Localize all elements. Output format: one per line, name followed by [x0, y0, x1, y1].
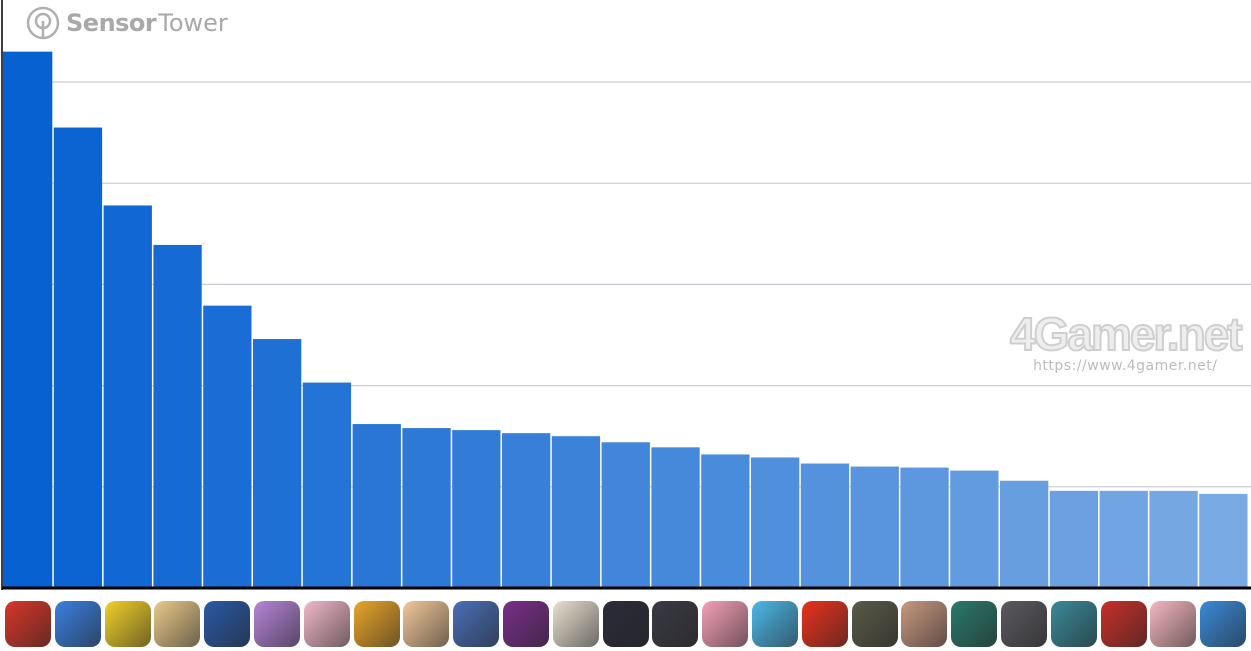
app-icon — [453, 601, 500, 647]
app-icon — [104, 601, 151, 647]
sensortower-logo: Sensor Tower — [26, 6, 228, 40]
app-icon — [652, 601, 699, 647]
bar — [1000, 480, 1049, 588]
bar — [601, 442, 650, 588]
app-icon — [752, 601, 798, 647]
bar — [701, 454, 750, 588]
bar — [103, 205, 152, 589]
bar — [900, 467, 949, 588]
app-icon — [602, 601, 649, 647]
bar — [153, 244, 202, 588]
logo-text-bold: Sensor — [66, 9, 157, 37]
app-icon — [353, 601, 400, 647]
bar — [253, 339, 302, 588]
bar — [1199, 493, 1248, 588]
bar — [751, 457, 800, 588]
app-icon — [901, 601, 948, 647]
bar — [203, 305, 252, 588]
app-icon — [951, 601, 998, 647]
app-icon — [403, 601, 450, 647]
app-icon — [1100, 601, 1147, 647]
logo-text-light: Tower — [158, 9, 228, 37]
bar — [1049, 490, 1099, 588]
bar — [3, 51, 53, 588]
bar — [452, 430, 501, 588]
sensortower-logo-icon — [26, 6, 60, 40]
app-icon — [1200, 601, 1247, 647]
bar — [53, 127, 103, 588]
watermark-url: https://www.4gamer.net/ — [1033, 358, 1218, 374]
app-icon — [702, 601, 749, 647]
bar — [850, 466, 899, 588]
bar — [1099, 490, 1148, 588]
app-icon — [801, 601, 848, 647]
bar — [950, 470, 999, 588]
bar — [651, 447, 700, 588]
bar — [302, 382, 352, 588]
app-icon — [851, 601, 898, 647]
bar — [800, 463, 850, 588]
app-icon — [552, 601, 599, 647]
watermark-text: 4Gamer.net — [1009, 308, 1244, 360]
app-icon — [254, 601, 300, 647]
app-icon — [154, 601, 201, 647]
bar-chart — [1, 0, 1251, 590]
app-icon — [303, 601, 350, 647]
app-icon — [1150, 601, 1197, 647]
app-icon — [5, 601, 51, 647]
bar — [1149, 490, 1198, 588]
bar — [402, 428, 451, 588]
app-icon — [503, 601, 549, 647]
bar — [551, 436, 601, 588]
watermark: 4Gamer.net https://www.4gamer.net/ — [1009, 308, 1244, 374]
app-icon — [204, 601, 251, 647]
app-icon — [1001, 601, 1047, 647]
bar — [352, 424, 401, 588]
app-icon — [1050, 601, 1097, 647]
app-icon — [54, 601, 101, 647]
bar — [502, 433, 551, 588]
